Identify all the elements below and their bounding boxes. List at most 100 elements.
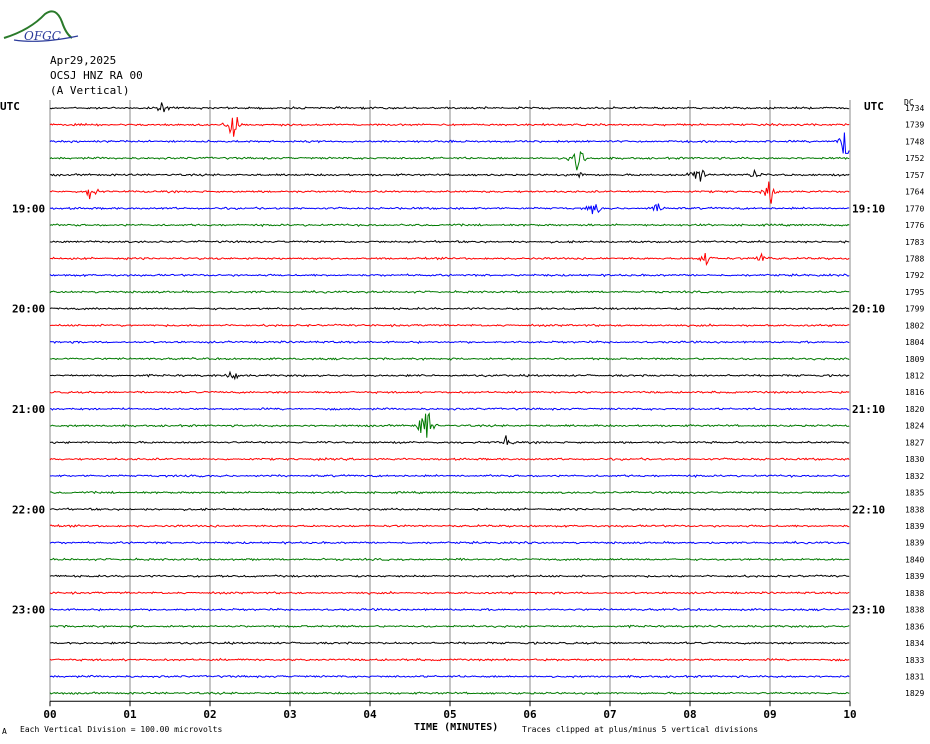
seismic-trace	[49, 117, 850, 137]
dc-offset-label: 1734	[905, 104, 924, 113]
seismic-trace	[49, 306, 850, 311]
left-time-label: 19:00	[12, 202, 45, 215]
dc-offset-label: 1795	[905, 288, 924, 297]
dc-offset-label: 1831	[905, 672, 924, 681]
dc-label: DC	[904, 98, 914, 107]
seismic-trace	[49, 624, 850, 629]
seismic-trace	[49, 507, 850, 512]
logo-text: OFGC	[24, 29, 61, 43]
x-tick-label: 00	[43, 708, 56, 721]
left-time-label: 20:00	[12, 303, 45, 316]
dc-offset-label: 1802	[905, 321, 924, 330]
logo-underline	[13, 35, 79, 42]
dc-offset-label: 1748	[905, 137, 924, 146]
dc-offset-label: 1809	[905, 355, 924, 364]
right-time-label: 21:10	[852, 403, 885, 416]
dc-offset-label: 1827	[905, 438, 924, 447]
seismic-trace	[49, 523, 850, 528]
seismic-trace	[49, 289, 850, 294]
dc-offset-label: 1829	[905, 689, 924, 698]
right-time-label: 23:10	[852, 604, 885, 617]
seismic-trace	[49, 356, 850, 361]
seismic-trace	[49, 273, 850, 278]
seismic-trace	[49, 168, 850, 182]
left-time-label: 23:00	[12, 604, 45, 617]
seismic-trace	[49, 473, 850, 479]
seismic-trace	[49, 691, 850, 695]
left-time-label: 21:00	[12, 403, 45, 416]
seismic-trace	[49, 132, 850, 154]
seismic-trace	[49, 574, 850, 579]
seismic-trace	[49, 490, 850, 495]
seismic-trace	[49, 557, 850, 562]
dc-offset-label: 1757	[905, 171, 924, 180]
seismic-trace	[49, 252, 850, 267]
seismic-trace	[49, 435, 850, 445]
dc-offset-label: 1834	[905, 639, 924, 648]
seismic-trace	[49, 657, 850, 662]
seismic-trace	[49, 407, 850, 411]
x-axis-title: TIME (MINUTES)	[414, 722, 499, 733]
seismic-trace	[49, 457, 850, 462]
seismic-trace	[49, 203, 850, 215]
dc-offset-label: 1739	[905, 121, 924, 130]
dc-offset-label: 1776	[905, 221, 924, 230]
seismic-trace	[49, 239, 850, 244]
seismic-trace	[49, 540, 850, 545]
dc-offset-label: 1764	[905, 188, 924, 197]
x-tick-label: 05	[443, 708, 456, 721]
scale-note: Each Vertical Division = 100.00 microvol…	[20, 725, 223, 734]
seismic-trace	[49, 390, 850, 395]
dc-offset-label: 1788	[905, 254, 924, 263]
seismic-trace	[49, 340, 850, 345]
right-time-label: 19:10	[852, 202, 885, 215]
dc-offset-label: 1830	[905, 455, 924, 464]
dc-offset-label: 1824	[905, 422, 924, 431]
dc-offset-label: 1840	[905, 555, 924, 564]
x-tick-label: 03	[283, 708, 296, 721]
dc-offset-label: 1799	[905, 305, 924, 314]
utc-left-label: UTC	[0, 100, 20, 113]
utc-right-label: UTC	[864, 100, 884, 113]
dc-offset-label: 1839	[905, 522, 924, 531]
traces	[49, 102, 850, 695]
seismic-trace	[49, 370, 850, 381]
seismic-trace	[49, 181, 850, 204]
dc-offset-label: 1832	[905, 472, 924, 481]
dc-offset-label: 1770	[905, 204, 924, 213]
x-tick-label: 07	[603, 708, 616, 721]
dc-offset-label: 1752	[905, 154, 924, 163]
dc-offset-label: 1838	[905, 505, 924, 514]
dc-offset-label: 1820	[905, 405, 924, 414]
left-time-label: 22:00	[12, 503, 45, 516]
x-tick-label: 06	[523, 708, 537, 721]
seismic-trace	[50, 641, 850, 645]
dc-offset-label: 1838	[905, 589, 924, 598]
seismic-trace	[49, 412, 850, 438]
time-labels: 00 01 02 03 04 05 06 07 08 09 10 1734 1739 1748 1752 17…	[12, 104, 924, 721]
dc-offset-label: 1839	[905, 572, 924, 581]
right-time-label: 22:10	[852, 503, 885, 516]
header-component: (A Vertical)	[50, 84, 130, 97]
seismic-trace	[49, 323, 850, 328]
seismic-trace	[49, 223, 850, 228]
ofgc-logo: OFGC	[3, 10, 79, 43]
dc-offset-label: 1839	[905, 539, 924, 548]
right-time-label: 20:10	[852, 303, 885, 316]
clip-note: Traces clipped at plus/minus 5 vertical …	[522, 725, 759, 734]
x-tick-label: 09	[763, 708, 776, 721]
header-station: OCSJ HNZ RA 00	[50, 69, 143, 82]
logo-swoosh	[3, 10, 73, 39]
header-date: Apr29,2025	[50, 54, 117, 67]
x-tick-label: 08	[683, 708, 696, 721]
x-tick-label: 01	[123, 708, 137, 721]
dc-offset-label: 1836	[905, 622, 924, 631]
seismic-trace	[49, 150, 850, 171]
seismic-trace	[49, 102, 850, 113]
dc-offset-label: 1838	[905, 606, 924, 615]
dc-offset-label: 1816	[905, 388, 924, 397]
seismic-trace	[49, 590, 850, 595]
dc-offset-label: 1783	[905, 238, 924, 247]
x-tick-label: 10	[843, 708, 856, 721]
dc-offset-label: 1812	[905, 372, 924, 381]
